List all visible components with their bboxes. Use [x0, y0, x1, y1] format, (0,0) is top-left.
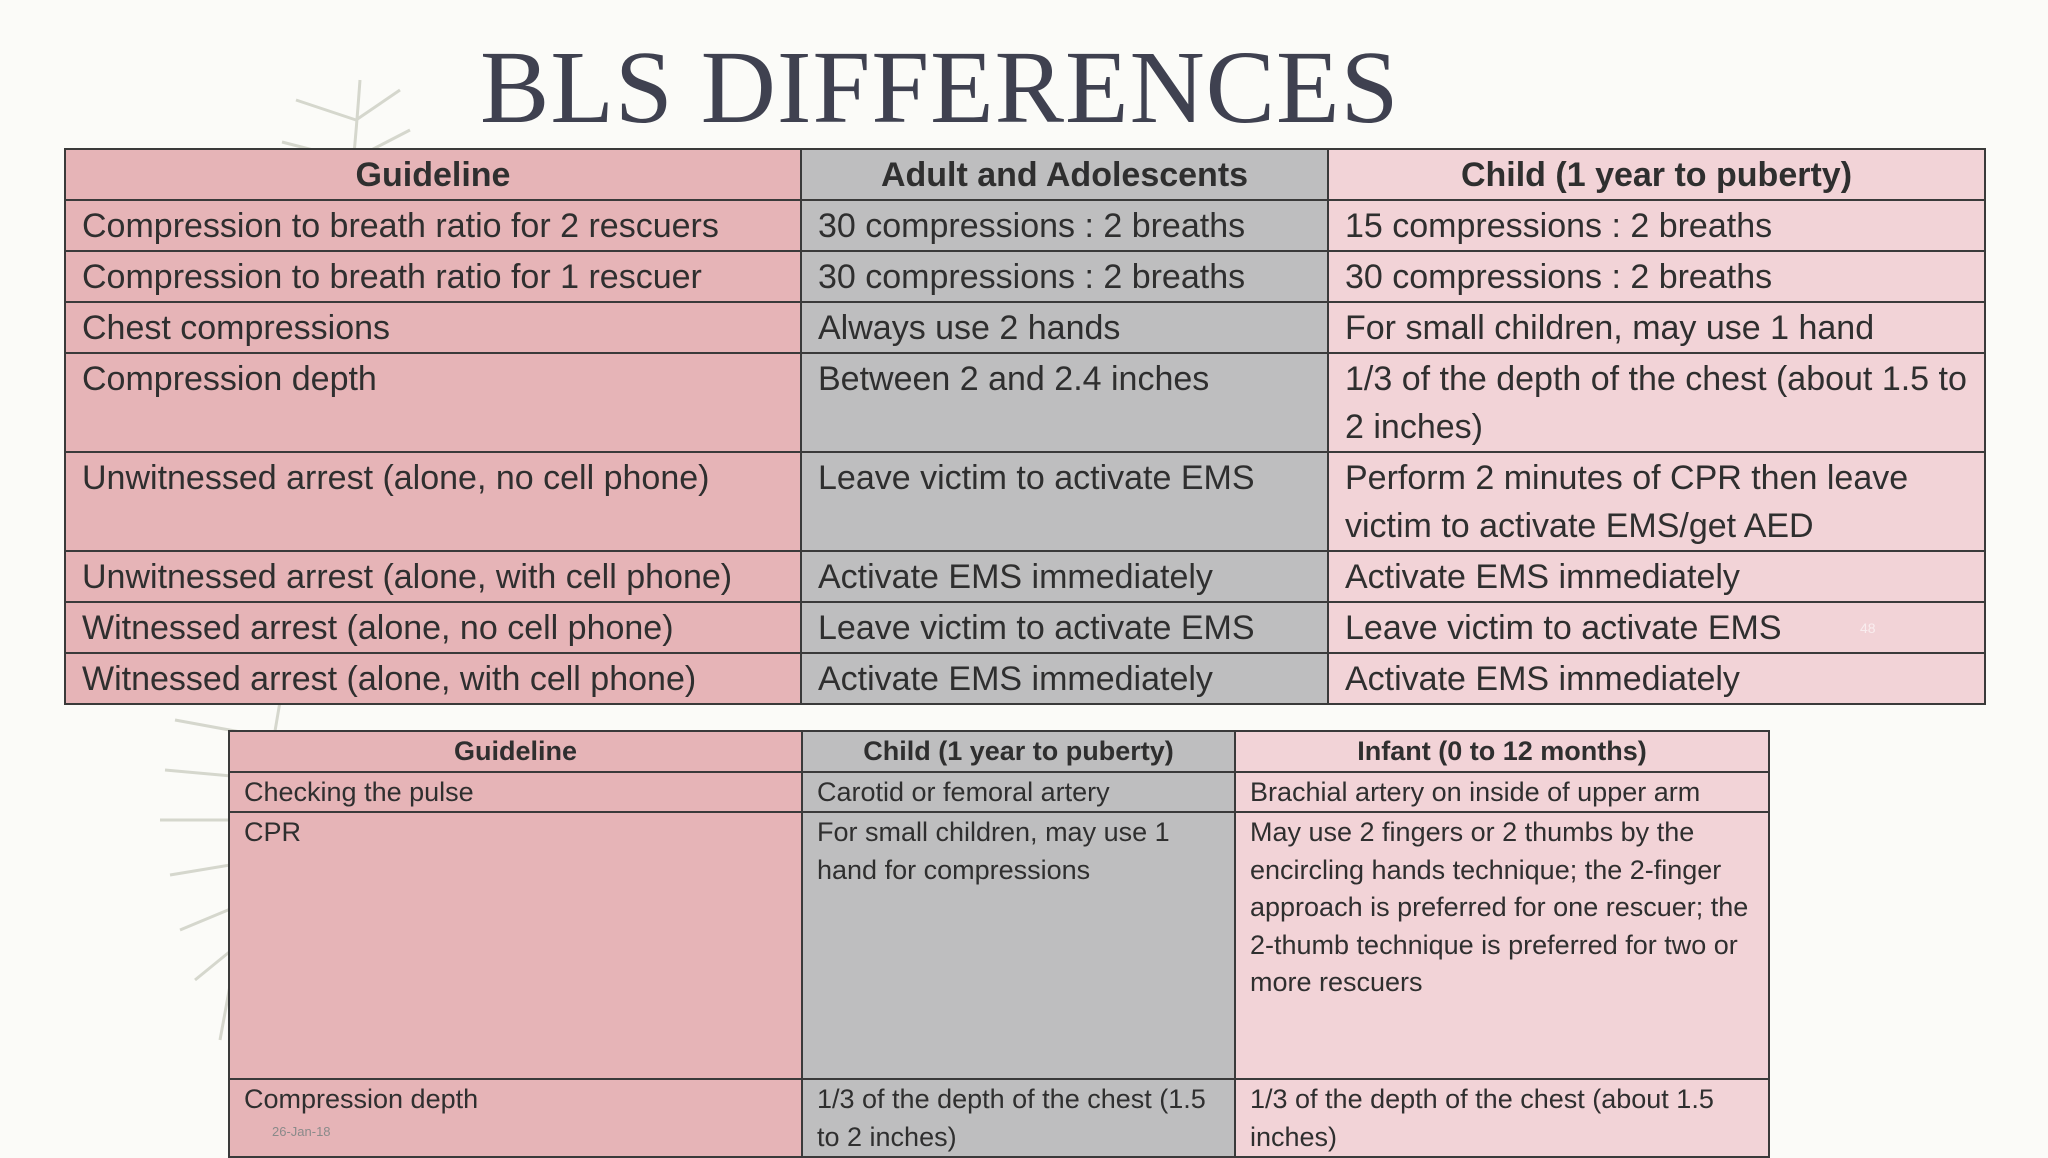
adult-child-comparison-table: Guideline Adult and Adolescents Child (1… [64, 148, 1986, 705]
guideline-cell: Unwitnessed arrest (alone, no cell phone… [64, 451, 802, 552]
child-cell: Carotid or femoral artery [801, 770, 1236, 813]
header-guideline: Guideline [228, 730, 803, 773]
guideline-cell: Checking the pulse [228, 770, 803, 813]
adult-cell: Leave victim to activate EMS [800, 451, 1329, 552]
header-child: Child (1 year to puberty) [1327, 148, 1986, 201]
table-header-row: Guideline Child (1 year to puberty) Infa… [228, 730, 1770, 773]
table-row: Compression depth Between 2 and 2.4 inch… [64, 352, 1986, 453]
adult-cell: Leave victim to activate EMS [800, 601, 1329, 654]
table-row: Unwitnessed arrest (alone, no cell phone… [64, 451, 1986, 552]
child-cell: Activate EMS immediately [1327, 652, 1986, 705]
table-row: Chest compressions Always use 2 hands Fo… [64, 301, 1986, 354]
table-row: Witnessed arrest (alone, with cell phone… [64, 652, 1986, 705]
guideline-cell: CPR [228, 811, 803, 1080]
child-cell: Activate EMS immediately [1327, 550, 1986, 603]
table-row: Checking the pulse Carotid or femoral ar… [228, 770, 1770, 813]
header-child: Child (1 year to puberty) [801, 730, 1236, 773]
guideline-cell: Witnessed arrest (alone, no cell phone) [64, 601, 802, 654]
adult-cell: Activate EMS immediately [800, 550, 1329, 603]
adult-cell: Always use 2 hands [800, 301, 1329, 354]
guideline-cell: Compression depth [64, 352, 802, 453]
guideline-cell: Witnessed arrest (alone, with cell phone… [64, 652, 802, 705]
child-cell: For small children, may use 1 hand [1327, 301, 1986, 354]
adult-cell: 30 compressions : 2 breaths [800, 250, 1329, 303]
guideline-cell: Compression depth [228, 1078, 803, 1158]
guideline-cell: Chest compressions [64, 301, 802, 354]
slide-title: BLS DIFFERENCES [480, 30, 1400, 145]
table-row: Compression depth 1/3 of the depth of th… [228, 1078, 1770, 1158]
header-adult-and-adolescents: Adult and Adolescents [800, 148, 1329, 201]
child-cell: Perform 2 minutes of CPR then leave vict… [1327, 451, 1986, 552]
adult-cell: 30 compressions : 2 breaths [800, 199, 1329, 252]
infant-cell: 1/3 of the depth of the chest (about 1.5… [1234, 1078, 1770, 1158]
guideline-cell: Compression to breath ratio for 2 rescue… [64, 199, 802, 252]
table-row: Compression to breath ratio for 1 rescue… [64, 250, 1986, 303]
adult-cell: Activate EMS immediately [800, 652, 1329, 705]
guideline-cell: Compression to breath ratio for 1 rescue… [64, 250, 802, 303]
slide-page-number: 48 [1860, 620, 1876, 636]
child-cell: 1/3 of the depth of the chest (1.5 to 2 … [801, 1078, 1236, 1158]
header-infant: Infant (0 to 12 months) [1234, 730, 1770, 773]
child-cell: Leave victim to activate EMS [1327, 601, 1986, 654]
slide-date: 26-Jan-18 [272, 1124, 331, 1139]
infant-cell: Brachial artery on inside of upper arm [1234, 770, 1770, 813]
child-cell: 30 compressions : 2 breaths [1327, 250, 1986, 303]
child-cell: 1/3 of the depth of the chest (about 1.5… [1327, 352, 1986, 453]
guideline-cell: Unwitnessed arrest (alone, with cell pho… [64, 550, 802, 603]
child-infant-comparison-table: Guideline Child (1 year to puberty) Infa… [228, 730, 1770, 1158]
table-row: Witnessed arrest (alone, no cell phone) … [64, 601, 1986, 654]
table-row: Unwitnessed arrest (alone, with cell pho… [64, 550, 1986, 603]
table-row: Compression to breath ratio for 2 rescue… [64, 199, 1986, 252]
infant-cell: May use 2 fingers or 2 thumbs by the enc… [1234, 811, 1770, 1080]
table-header-row: Guideline Adult and Adolescents Child (1… [64, 148, 1986, 201]
adult-cell: Between 2 and 2.4 inches [800, 352, 1329, 453]
table-row: CPR For small children, may use 1 hand f… [228, 811, 1770, 1080]
child-cell: For small children, may use 1 hand for c… [801, 811, 1236, 1080]
header-guideline: Guideline [64, 148, 802, 201]
child-cell: 15 compressions : 2 breaths [1327, 199, 1986, 252]
